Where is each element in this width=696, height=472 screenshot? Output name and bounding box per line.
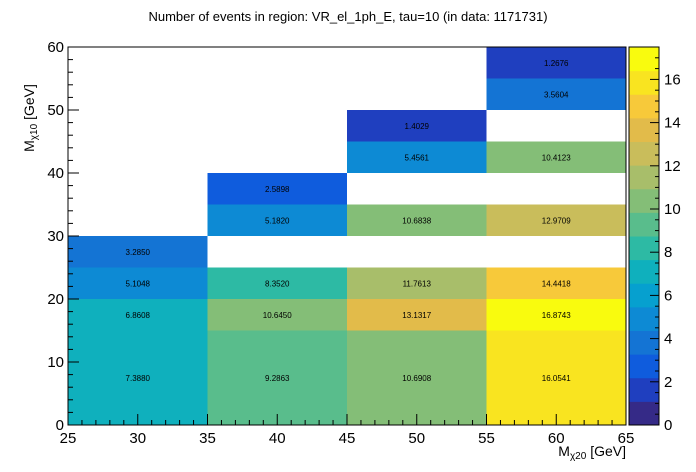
cell-value-label: 3.5604 <box>544 90 569 99</box>
heatmap-cell <box>486 330 626 425</box>
heatmap-cell <box>207 204 347 236</box>
color-scale-tick-label: 8 <box>664 244 672 261</box>
y-axis: 0 10 20 30 40 50 60 <box>47 39 79 434</box>
heatmap-cell <box>486 267 626 299</box>
cell-value-label: 6.8608 <box>126 311 151 320</box>
color-scale-band <box>629 47 659 72</box>
color-scale-tick-label: 16 <box>664 71 681 88</box>
y-tick-label: 30 <box>47 228 64 245</box>
heatmap-cell <box>347 110 487 142</box>
x-axis: 25 30 35 40 45 50 55 60 65 <box>60 414 635 447</box>
x-tick-label: 50 <box>408 430 425 447</box>
y-axis-title-unit: [GeV] <box>21 84 37 124</box>
cell-value-label: 13.1317 <box>402 311 431 320</box>
cell-value-label: 5.1820 <box>265 216 290 225</box>
cell-value-label: 10.6908 <box>402 374 431 383</box>
x-tick-label: 65 <box>618 430 635 447</box>
heatmap-cell <box>68 267 208 299</box>
heatmap-cell <box>207 330 347 425</box>
y-axis-title-main: M <box>21 140 37 152</box>
color-scale-tick-label: 2 <box>664 374 672 391</box>
x-axis-title-main: M <box>558 443 570 459</box>
heatmap-cell <box>486 204 626 236</box>
cell-value-label: 8.3520 <box>265 279 290 288</box>
x-axis-title: Mχ20 [GeV] <box>558 443 626 462</box>
color-scale-tick-label: 12 <box>664 158 681 175</box>
cell-value-label: 5.1048 <box>126 279 151 288</box>
cell-value-label: 3.2850 <box>126 248 151 257</box>
y-tick-label: 10 <box>47 354 64 371</box>
color-scale-frame <box>628 46 660 426</box>
x-tick-label: 35 <box>199 430 216 447</box>
y-tick-label: 50 <box>47 102 64 119</box>
color-scale-band <box>629 306 659 331</box>
color-scale: 0 2 4 6 8 10 12 14 16 <box>628 46 681 434</box>
x-tick-label: 45 <box>339 430 356 447</box>
cell-value-label: 16.0541 <box>542 374 571 383</box>
color-scale-tick-label: 10 <box>664 201 681 218</box>
color-scale-band <box>629 94 659 119</box>
color-scale-band <box>629 401 659 426</box>
x-tick-label: 30 <box>129 430 146 447</box>
heatmap-cell <box>486 47 626 79</box>
cell-value-label: 10.6838 <box>402 216 431 225</box>
cell-value-label: 12.9709 <box>542 216 571 225</box>
x-axis-title-sub: χ20 <box>570 451 587 462</box>
cell-value-label: 5.4561 <box>405 153 430 162</box>
color-scale-band <box>629 354 659 379</box>
x-tick-label: 25 <box>60 430 77 447</box>
heatmap-cell <box>347 299 487 331</box>
y-tick-label: 40 <box>47 165 64 182</box>
heatmap-cell <box>347 267 487 299</box>
color-scale-band <box>629 165 659 190</box>
heatmap-cell <box>347 330 487 425</box>
color-scale-tick-label: 14 <box>664 115 681 132</box>
y-tick-label: 0 <box>56 417 64 434</box>
x-axis-title-unit: [GeV] <box>586 443 626 459</box>
cell-value-label: 14.4418 <box>542 279 571 288</box>
heatmap-cell <box>486 78 626 110</box>
y-axis-title: Mχ10 [GeV] <box>21 84 40 152</box>
cell-value-label: 2.5898 <box>265 185 290 194</box>
color-scale-tick-label: 4 <box>664 331 672 348</box>
color-scale-band <box>629 212 659 237</box>
heatmap-cell <box>347 141 487 173</box>
color-scale-band <box>629 236 659 261</box>
heatmap-cell <box>486 141 626 173</box>
heatmap-cell <box>486 299 626 331</box>
cell-value-label: 16.8743 <box>542 311 571 320</box>
plot-cells <box>68 47 626 425</box>
cell-value-label: 9.2863 <box>265 374 290 383</box>
heatmap-cell <box>68 236 208 268</box>
cell-value-label: 1.4029 <box>405 122 430 131</box>
color-scale-band <box>629 330 659 355</box>
heatmap-cell <box>207 299 347 331</box>
cell-value-label: 1.2676 <box>544 59 569 68</box>
color-scale-band <box>629 70 659 95</box>
heatmap-cell <box>68 299 208 331</box>
cell-value-label: 10.6450 <box>263 311 292 320</box>
x-tick-label: 40 <box>269 430 286 447</box>
x-tick-label: 60 <box>548 430 565 447</box>
heatmap-cell <box>207 267 347 299</box>
x-tick-label: 55 <box>478 430 495 447</box>
color-scale-band <box>629 117 659 142</box>
color-scale-band <box>629 141 659 166</box>
y-axis-title-sub: χ10 <box>29 123 40 140</box>
cell-labels: 7.3880 6.8608 5.1048 3.2850 9.2863 10.6450 8.3… <box>126 59 572 383</box>
chart-title: Number of events in region: VR_el_1ph_E,… <box>148 9 547 24</box>
heatmap-cell <box>207 173 347 205</box>
cell-value-label: 11.7613 <box>403 279 432 288</box>
color-scale-tick-label: 0 <box>664 417 672 434</box>
color-scale-tick-label: 6 <box>664 287 672 304</box>
y-tick-label: 20 <box>47 291 64 308</box>
heatmap-cell <box>68 330 208 425</box>
cell-value-label: 7.3880 <box>126 374 151 383</box>
heatmap-cell <box>347 204 487 236</box>
y-tick-label: 60 <box>47 39 64 56</box>
cell-value-label: 10.4123 <box>542 153 571 162</box>
color-scale-band <box>629 259 659 284</box>
